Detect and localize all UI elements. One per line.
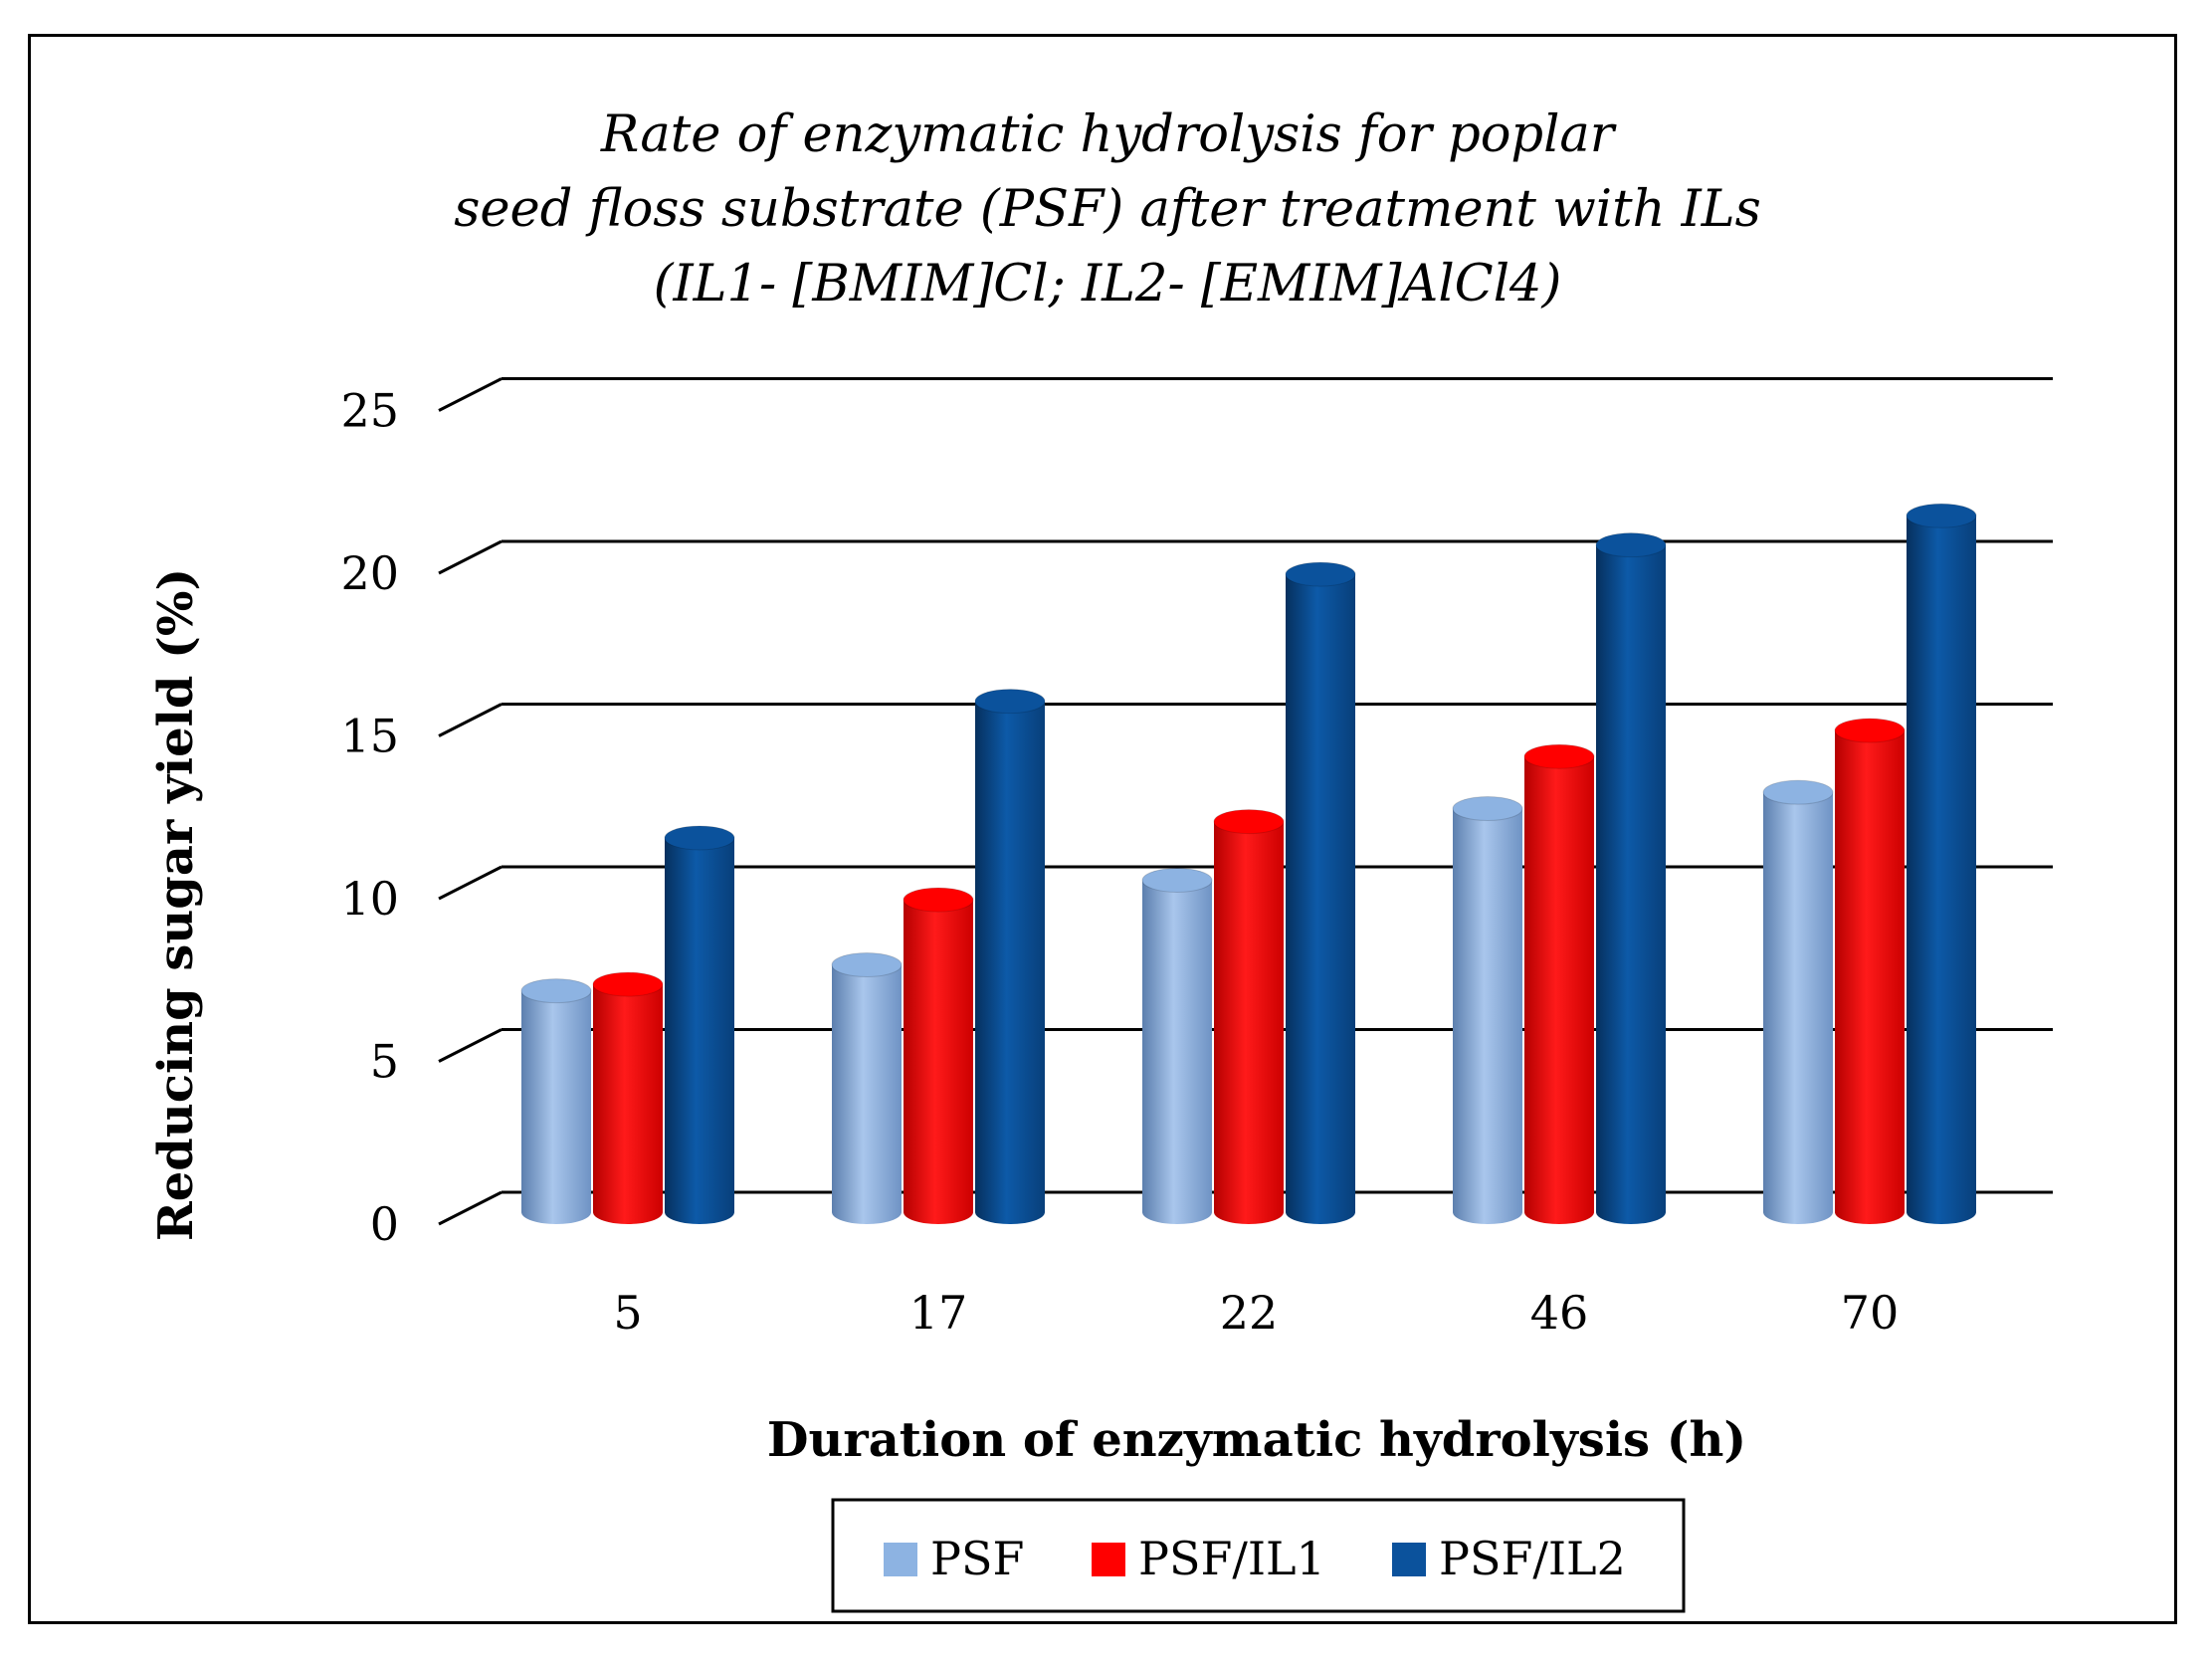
bar (664, 825, 735, 1224)
bar-top (1834, 718, 1906, 743)
bar (1595, 532, 1667, 1224)
y-tick-label: 0 (370, 1197, 399, 1251)
gridline-depth (438, 865, 503, 901)
bar (592, 971, 664, 1224)
chart-title-line-2: seed floss substrate (PSF) after treatme… (454, 180, 1761, 239)
bar-body (593, 984, 663, 1224)
bar (974, 689, 1046, 1224)
gridline-depth (438, 1190, 503, 1226)
bar-body (665, 837, 734, 1224)
bar-body (1524, 756, 1594, 1224)
y-tick-label: 20 (340, 546, 399, 600)
y-tick-label: 10 (340, 872, 399, 926)
x-tick-label: 5 (613, 1286, 642, 1340)
bar-top (1141, 867, 1213, 893)
bar-top (1595, 532, 1667, 558)
legend-label-psf-il2: PSF/IL2 (1439, 1532, 1626, 1585)
bar-top (592, 971, 664, 997)
bar-top (520, 978, 592, 1004)
bar-body (975, 701, 1045, 1224)
y-tick-label: 5 (370, 1035, 399, 1089)
chart-title-line-1: Rate of enzymatic hydrolysis for poplar (600, 105, 1617, 164)
x-tick-labels: 5 17 22 46 70 (613, 1286, 1899, 1340)
bar-top (1906, 503, 1977, 528)
legend-label-psf: PSF (930, 1532, 1024, 1585)
bar-body (1907, 516, 1976, 1224)
bar-top (831, 951, 903, 977)
bar-body (1214, 821, 1284, 1224)
bar-top (903, 887, 974, 913)
bar-body (1286, 574, 1355, 1224)
bars (520, 503, 1977, 1224)
x-tick-label: 22 (1220, 1286, 1279, 1340)
bar-top (974, 689, 1046, 715)
y-tick-label: 15 (340, 710, 399, 763)
y-axis-title: Reducing sugar yield (%) (148, 568, 204, 1241)
legend-swatch-psf-il2 (1392, 1543, 1426, 1576)
gridline-depth (438, 539, 503, 575)
legend: PSF PSF/IL1 PSF/IL2 (831, 1498, 1686, 1613)
bar-body (1453, 808, 1522, 1224)
bar-body (521, 990, 591, 1224)
bar (1834, 718, 1906, 1224)
gridline-depth (438, 703, 503, 737)
y-tick-label: 25 (340, 384, 399, 438)
chart-title-line-3: (IL1- [BMIM]Cl; IL2- [EMIM]AlCl4) (654, 255, 1562, 313)
legend-box (831, 1498, 1686, 1613)
legend-swatch-psf-il1 (1092, 1543, 1125, 1576)
x-tick-label: 70 (1841, 1286, 1900, 1340)
bar-body (904, 900, 973, 1224)
bar-body (1142, 880, 1212, 1224)
legend-swatch-psf (884, 1543, 917, 1576)
chart-svg: Rate of enzymatic hydrolysis for poplar … (148, 105, 2053, 1613)
bar (903, 887, 974, 1224)
x-axis-title: Duration of enzymatic hydrolysis (h) (767, 1412, 1746, 1468)
bar-body (1763, 792, 1833, 1224)
bar (1452, 796, 1523, 1224)
bar (1762, 779, 1834, 1224)
bar-top (664, 825, 735, 851)
x-tick-label: 17 (909, 1286, 968, 1340)
bar (1906, 503, 1977, 1224)
bar (1523, 743, 1595, 1224)
legend-label-psf-il1: PSF/IL1 (1138, 1532, 1325, 1585)
bar-top (1285, 561, 1356, 587)
x-tick-label: 46 (1530, 1286, 1589, 1340)
chart-frame: Rate of enzymatic hydrolysis for poplar … (28, 34, 2177, 1624)
bar (1213, 809, 1285, 1224)
bar-body (832, 964, 902, 1224)
bar-top (1213, 809, 1285, 835)
y-tick-labels: 0 5 10 15 20 25 (340, 384, 399, 1252)
bar (1141, 867, 1213, 1224)
bar-body (1835, 730, 1905, 1224)
bar-top (1762, 779, 1834, 805)
bar (1285, 561, 1356, 1224)
gridline-depth (438, 1028, 503, 1063)
bar (831, 951, 903, 1224)
bar (520, 978, 592, 1224)
gridline-depth (438, 377, 503, 412)
bar-top (1452, 796, 1523, 822)
bar-body (1596, 544, 1666, 1224)
bar-top (1523, 743, 1595, 769)
